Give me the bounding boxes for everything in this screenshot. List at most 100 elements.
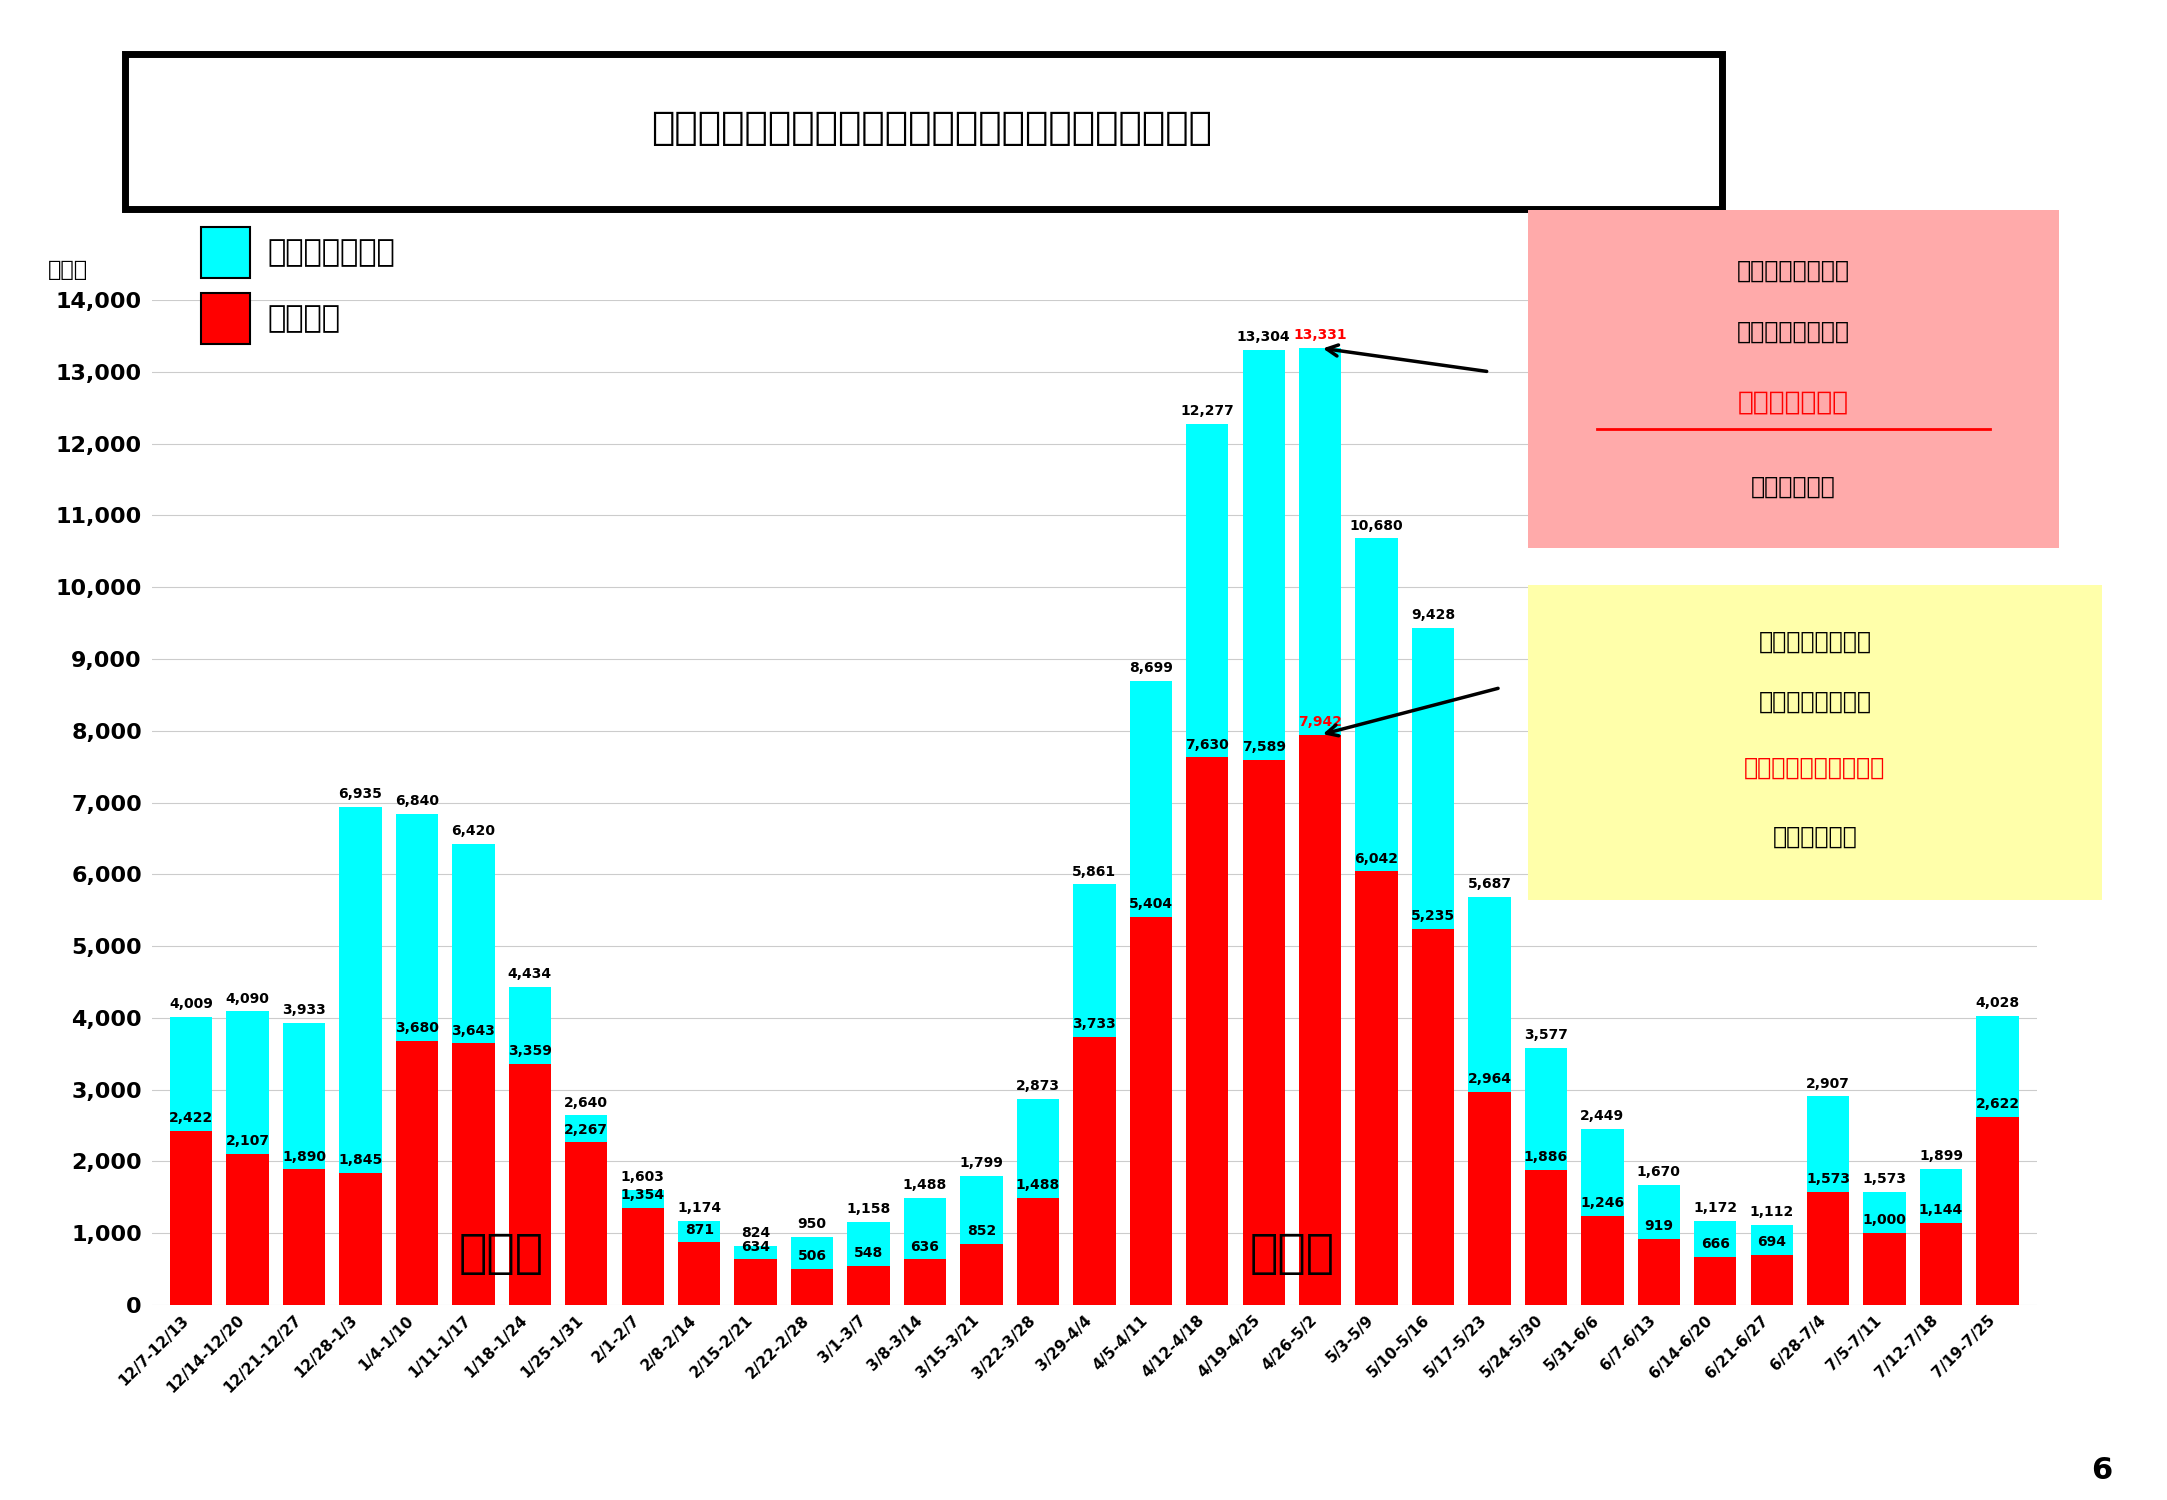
FancyBboxPatch shape [202, 292, 249, 345]
Text: 636: 636 [910, 1239, 940, 1254]
Bar [791, 1269, 834, 1305]
Text: 関西２府４県における新規陽性者数の推移（週単位）: 関西２府４県における新規陽性者数の推移（週単位） [652, 110, 1211, 147]
Text: 1,354: 1,354 [620, 1188, 665, 1202]
Text: 5,404: 5,404 [1129, 897, 1172, 912]
Text: 5,861: 5,861 [1073, 864, 1116, 879]
Text: 7,630: 7,630 [1185, 738, 1229, 752]
Bar [169, 1131, 212, 1305]
Text: 871: 871 [685, 1222, 713, 1236]
Bar [678, 1221, 719, 1305]
Text: 852: 852 [966, 1224, 997, 1238]
Text: 1,488: 1,488 [1016, 1179, 1060, 1192]
Text: 1,886: 1,886 [1523, 1150, 1569, 1164]
Text: 1,899: 1,899 [1920, 1149, 1963, 1162]
Text: 3,733: 3,733 [1073, 1017, 1116, 1032]
Bar [453, 844, 494, 1305]
Text: 4,434: 4,434 [507, 968, 553, 981]
Bar [566, 1116, 607, 1305]
Bar [397, 1041, 438, 1305]
Bar [1582, 1130, 1623, 1305]
Text: （過去最多）: （過去最多） [1773, 825, 1857, 849]
Bar [1526, 1048, 1567, 1305]
Text: 3,643: 3,643 [451, 1023, 496, 1038]
Bar [228, 1011, 269, 1305]
Text: 1,573: 1,573 [1805, 1173, 1851, 1186]
Text: 1,890: 1,890 [282, 1149, 325, 1164]
Text: 6,420: 6,420 [451, 825, 496, 839]
Bar [791, 1238, 834, 1305]
Bar [1242, 760, 1285, 1305]
Text: ：２府４県合計: ：２府４県合計 [269, 238, 397, 267]
Bar [1073, 1036, 1116, 1305]
Bar [1807, 1096, 1848, 1305]
Bar [622, 1190, 663, 1305]
Text: ４月２６日（月）: ４月２６日（月） [1736, 258, 1851, 282]
Text: 1,000: 1,000 [1864, 1214, 1907, 1227]
Bar [1526, 1170, 1567, 1305]
Bar [1695, 1257, 1736, 1305]
Bar [228, 1154, 269, 1305]
Text: ４月２６日（月）: ４月２６日（月） [1757, 630, 1872, 654]
Text: 1,172: 1,172 [1692, 1202, 1738, 1215]
Text: 1,246: 1,246 [1580, 1196, 1625, 1210]
Bar [904, 1260, 947, 1305]
Bar [284, 1023, 325, 1305]
FancyBboxPatch shape [202, 226, 249, 279]
Text: 506: 506 [797, 1250, 826, 1263]
Bar [1864, 1192, 1905, 1305]
Text: 13,331: 13,331 [1294, 328, 1348, 342]
Bar [1073, 885, 1116, 1305]
Bar [1129, 916, 1172, 1305]
Text: 1,174: 1,174 [676, 1202, 722, 1215]
FancyBboxPatch shape [1513, 204, 2069, 558]
Text: 2,107: 2,107 [225, 1134, 269, 1148]
Bar [1751, 1226, 1792, 1305]
Text: 3,933: 3,933 [282, 1004, 325, 1017]
Text: 6,840: 6,840 [394, 794, 440, 808]
Text: ～５月２日（日）: ～５月２日（日） [1736, 320, 1851, 344]
Text: 第３波: 第３波 [459, 1233, 544, 1278]
Bar [847, 1222, 891, 1305]
Bar [340, 1173, 381, 1305]
Text: （人）: （人） [48, 260, 89, 280]
Text: 9,428: 9,428 [1411, 609, 1454, 622]
Text: 694: 694 [1757, 1236, 1786, 1250]
Text: 1,670: 1,670 [1636, 1166, 1682, 1179]
Bar [1016, 1100, 1060, 1305]
Bar [1976, 1016, 2020, 1305]
Text: 5,687: 5,687 [1467, 878, 1510, 891]
Text: 1,603: 1,603 [620, 1170, 665, 1184]
Bar [284, 1170, 325, 1305]
Bar [1413, 628, 1454, 1305]
Text: 3,359: 3,359 [507, 1044, 553, 1058]
Text: 1,112: 1,112 [1749, 1206, 1794, 1219]
Bar [397, 815, 438, 1305]
Text: 824: 824 [741, 1226, 769, 1240]
Text: 1,845: 1,845 [338, 1154, 384, 1167]
Text: 4,028: 4,028 [1976, 996, 2020, 1010]
Bar [1242, 350, 1285, 1305]
Bar [847, 1266, 891, 1305]
Text: 7,942: 7,942 [1298, 716, 1341, 729]
Bar [1920, 1168, 1961, 1305]
Text: 3,680: 3,680 [394, 1022, 440, 1035]
Text: 2,907: 2,907 [1805, 1077, 1851, 1090]
Text: 1,144: 1,144 [1920, 1203, 1963, 1216]
Text: 2,873: 2,873 [1016, 1078, 1060, 1094]
Text: 2,622: 2,622 [1976, 1096, 2020, 1112]
Bar [1469, 1092, 1510, 1305]
Text: 2,449: 2,449 [1580, 1110, 1625, 1124]
Bar [509, 1064, 550, 1305]
Text: 8,699: 8,699 [1129, 662, 1172, 675]
Text: 919: 919 [1645, 1220, 1673, 1233]
Bar [453, 1044, 494, 1305]
Text: 6: 6 [2091, 1456, 2113, 1485]
Text: 1,158: 1,158 [847, 1202, 891, 1216]
Text: 2,964: 2,964 [1467, 1072, 1510, 1086]
Bar [509, 987, 550, 1305]
FancyBboxPatch shape [126, 54, 1723, 208]
Text: 3,577: 3,577 [1523, 1029, 1569, 1042]
Text: ：大阪府: ：大阪府 [269, 304, 340, 333]
Text: 13,304: 13,304 [1237, 330, 1292, 344]
Text: 2,267: 2,267 [563, 1122, 609, 1137]
